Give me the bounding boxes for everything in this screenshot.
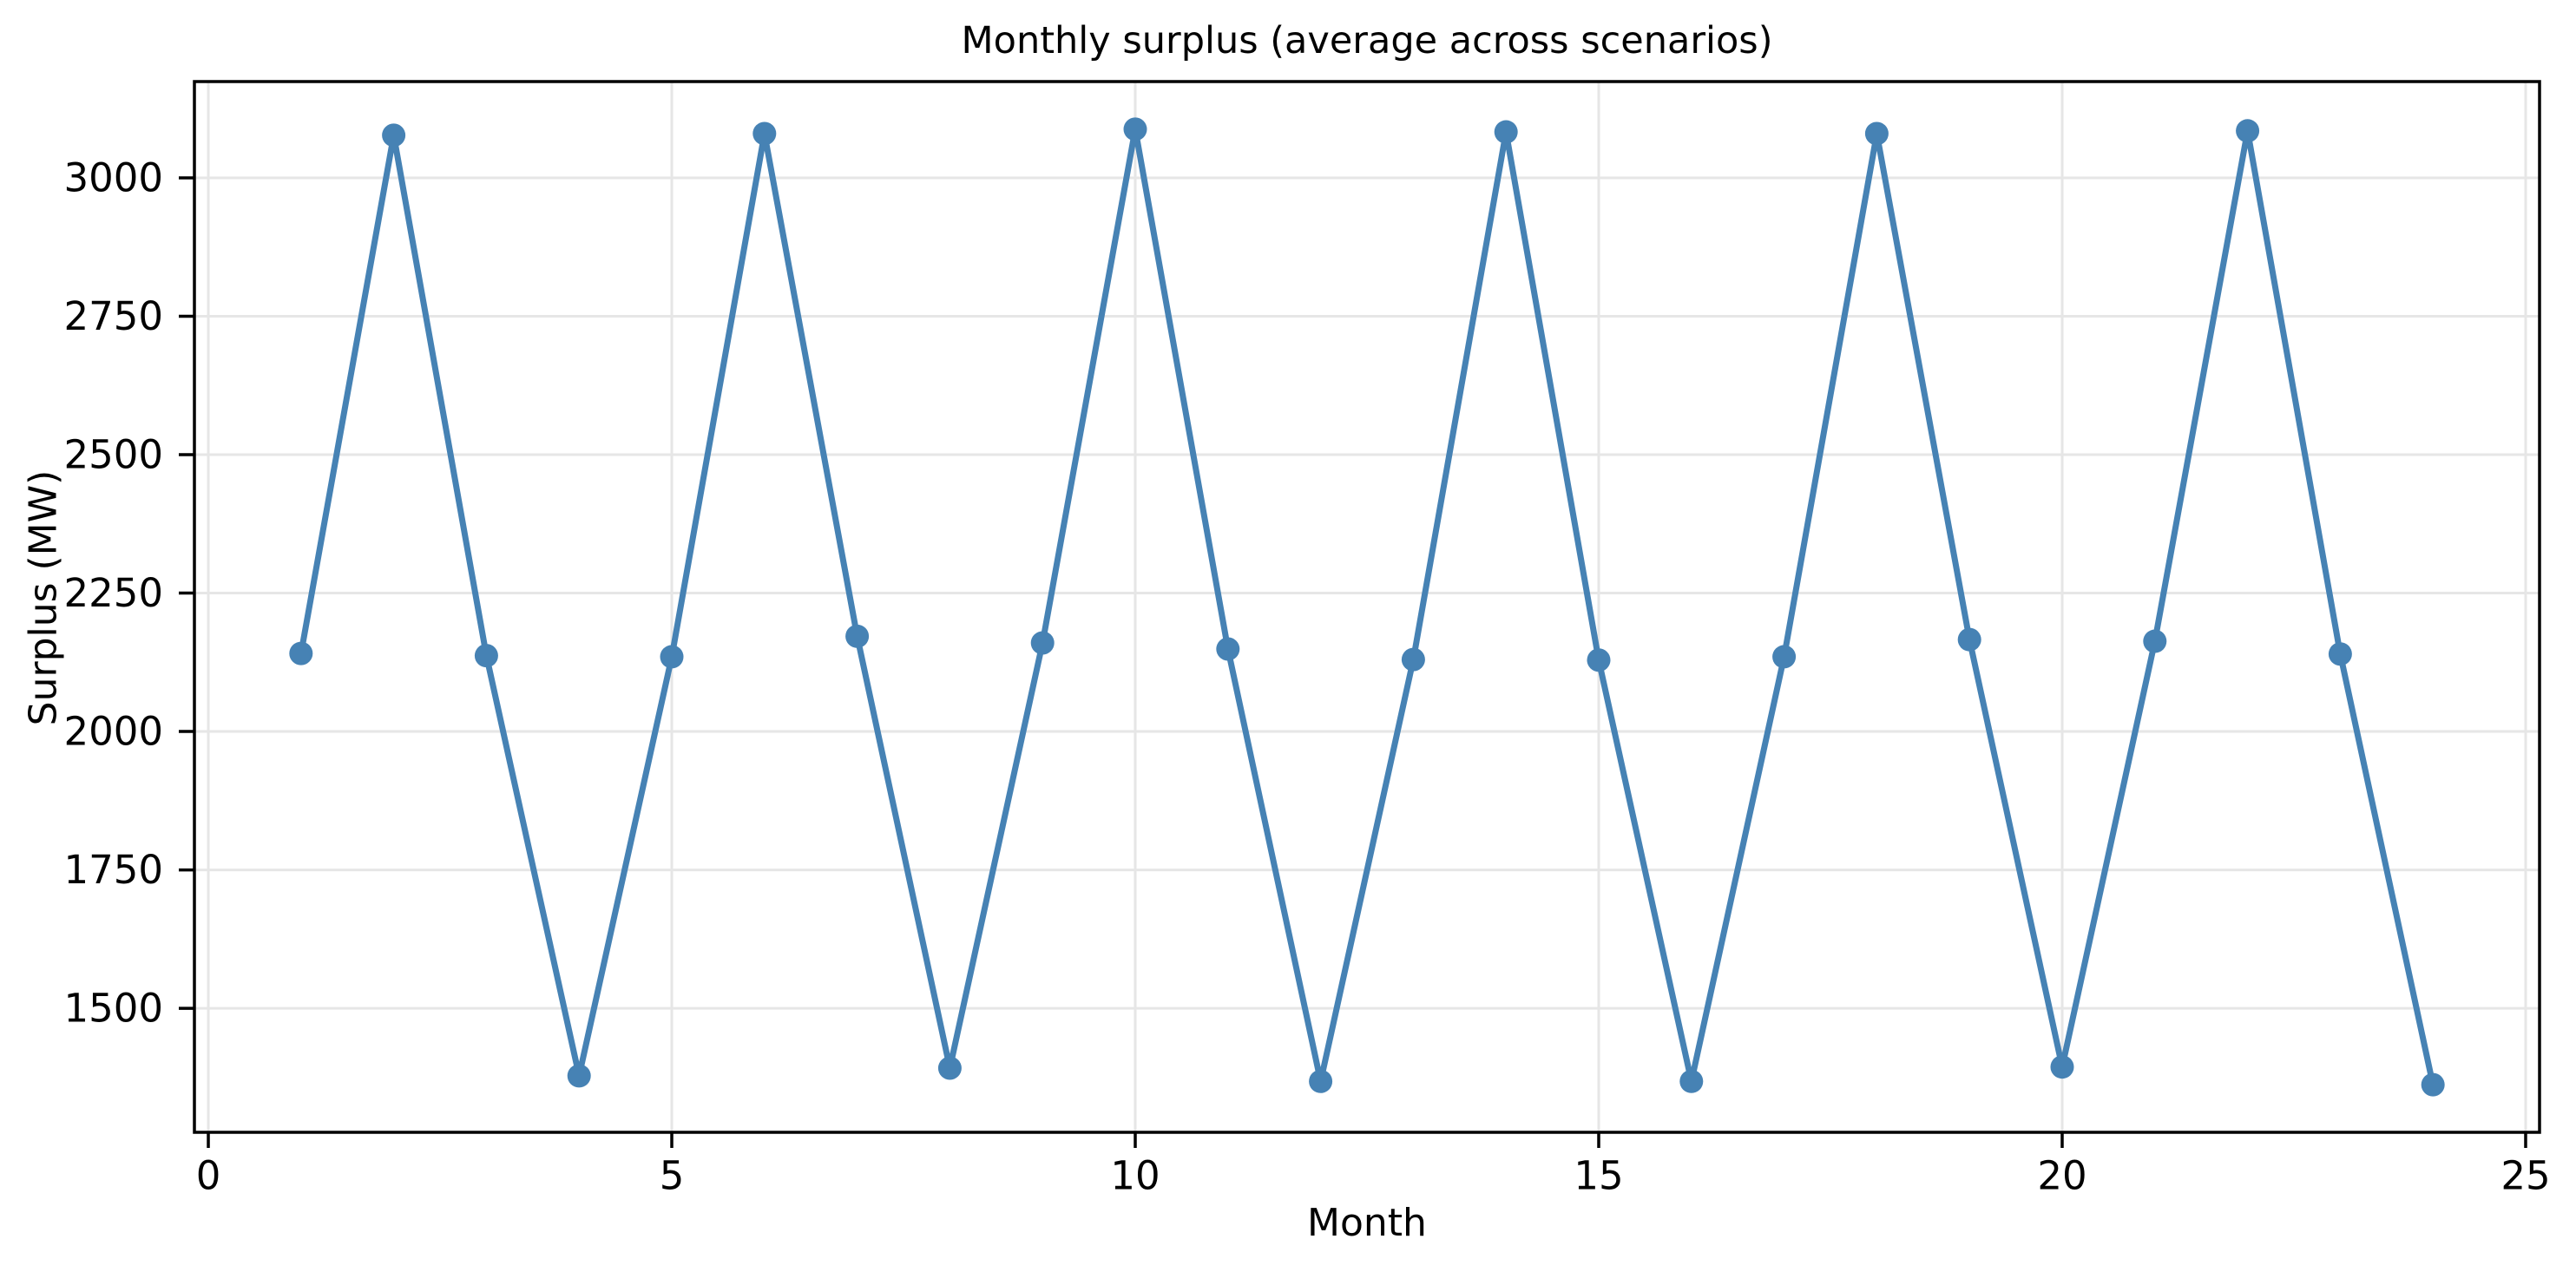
x-tick-label: 20 <box>2037 1153 2086 1199</box>
data-point <box>1309 1069 1333 1093</box>
y-tick-label: 2750 <box>63 293 163 339</box>
x-tick-label: 15 <box>1574 1153 1623 1199</box>
data-point <box>1123 117 1147 141</box>
data-point <box>2236 119 2260 143</box>
data-point <box>1216 637 1240 661</box>
data-point <box>1679 1069 1704 1093</box>
data-point <box>2421 1072 2445 1097</box>
data-point <box>2328 642 2352 666</box>
chart-title: Monthly surplus (average across scenario… <box>961 19 1773 62</box>
x-tick-label: 5 <box>660 1153 685 1199</box>
y-tick-label: 2500 <box>63 432 163 478</box>
data-point <box>1864 121 1889 146</box>
data-point <box>660 645 684 669</box>
data-point <box>1401 647 1425 672</box>
data-point <box>752 121 777 146</box>
data-point <box>2143 629 2167 653</box>
x-tick-label: 10 <box>1110 1153 1160 1199</box>
x-axis-label: Month <box>1307 1201 1427 1245</box>
data-line <box>298 126 2436 1088</box>
data-point <box>474 644 498 668</box>
data-point <box>382 123 406 148</box>
data-point <box>289 641 313 666</box>
data-point <box>1030 631 1055 655</box>
y-tick-label: 2000 <box>63 709 163 755</box>
data-point <box>1957 627 1981 652</box>
axes-spines <box>193 80 2541 1134</box>
data-point <box>2050 1055 2074 1079</box>
data-point <box>1772 645 1797 669</box>
x-tick-label: 25 <box>2500 1153 2550 1199</box>
data-point <box>1494 120 1518 144</box>
y-tick-label: 1500 <box>63 986 163 1032</box>
x-tick-label: 0 <box>196 1153 221 1199</box>
y-tick-label: 2250 <box>63 570 163 616</box>
data-point <box>1587 648 1611 672</box>
y-tick-label: 3000 <box>63 155 163 201</box>
data-point <box>567 1064 591 1088</box>
data-point <box>937 1056 962 1080</box>
y-tick-label: 1750 <box>63 847 163 893</box>
data-point <box>845 624 870 648</box>
